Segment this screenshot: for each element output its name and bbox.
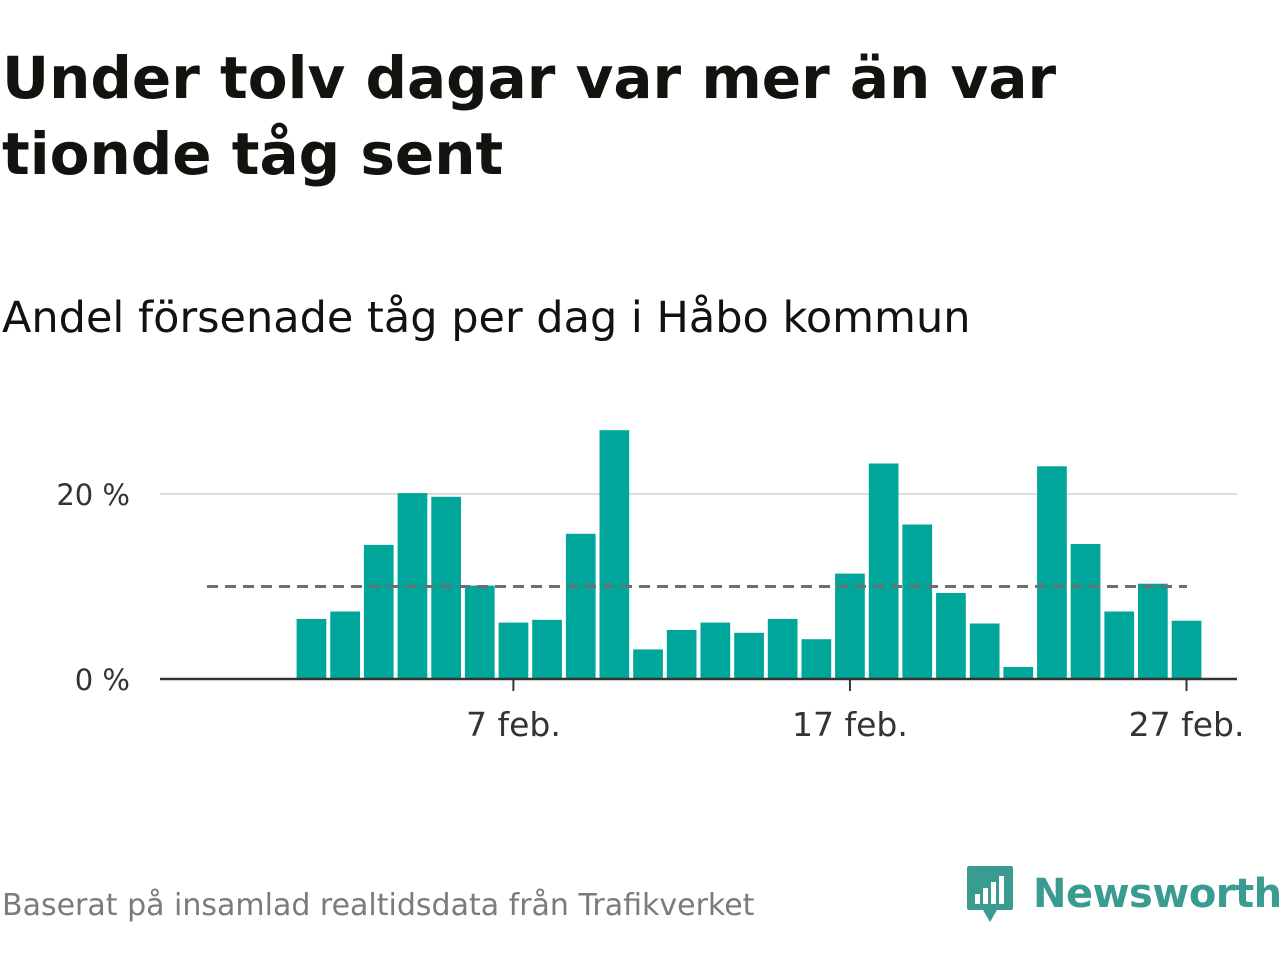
bar xyxy=(363,544,394,679)
x-tick-label: 17 feb. xyxy=(792,705,908,744)
bar xyxy=(801,639,832,679)
y-tick-label: 20 % xyxy=(56,478,130,512)
bar xyxy=(734,632,764,680)
bar xyxy=(532,619,562,679)
bar xyxy=(1138,583,1168,679)
bar xyxy=(498,622,529,679)
chart-title: Under tolv dagar var mer än var tionde t… xyxy=(2,44,1057,188)
bar xyxy=(666,630,697,679)
newsworthy-logo-icon xyxy=(967,866,1013,922)
bar xyxy=(464,585,495,679)
bar xyxy=(936,593,966,679)
bar xyxy=(902,524,933,679)
bar xyxy=(1104,611,1135,679)
bar xyxy=(1003,667,1034,679)
bar xyxy=(296,618,327,679)
bar xyxy=(330,611,360,679)
bar xyxy=(1171,620,1202,679)
y-tick-label: 0 % xyxy=(75,663,130,697)
bar xyxy=(565,533,596,679)
bar xyxy=(1070,544,1101,679)
bar xyxy=(1037,466,1067,680)
x-tick-label: 27 feb. xyxy=(1129,705,1245,744)
bar xyxy=(969,623,1000,679)
bar xyxy=(767,618,798,679)
chart-subtitle: Andel försenade tåg per dag i Håbo kommu… xyxy=(2,293,971,343)
bar xyxy=(700,622,731,679)
bar xyxy=(633,649,663,679)
brand: Newsworthy xyxy=(965,864,1280,924)
brand-name: Newsworthy xyxy=(1033,871,1280,917)
source-note: Baserat på insamlad realtidsdata från Tr… xyxy=(2,888,755,923)
bar-chart: 0 % 20 % 7 feb. 17 feb. 27 feb. xyxy=(56,430,1245,744)
bar xyxy=(599,430,630,679)
bar xyxy=(868,463,899,679)
bar xyxy=(835,573,865,680)
x-tick-label: 7 feb. xyxy=(466,705,561,744)
